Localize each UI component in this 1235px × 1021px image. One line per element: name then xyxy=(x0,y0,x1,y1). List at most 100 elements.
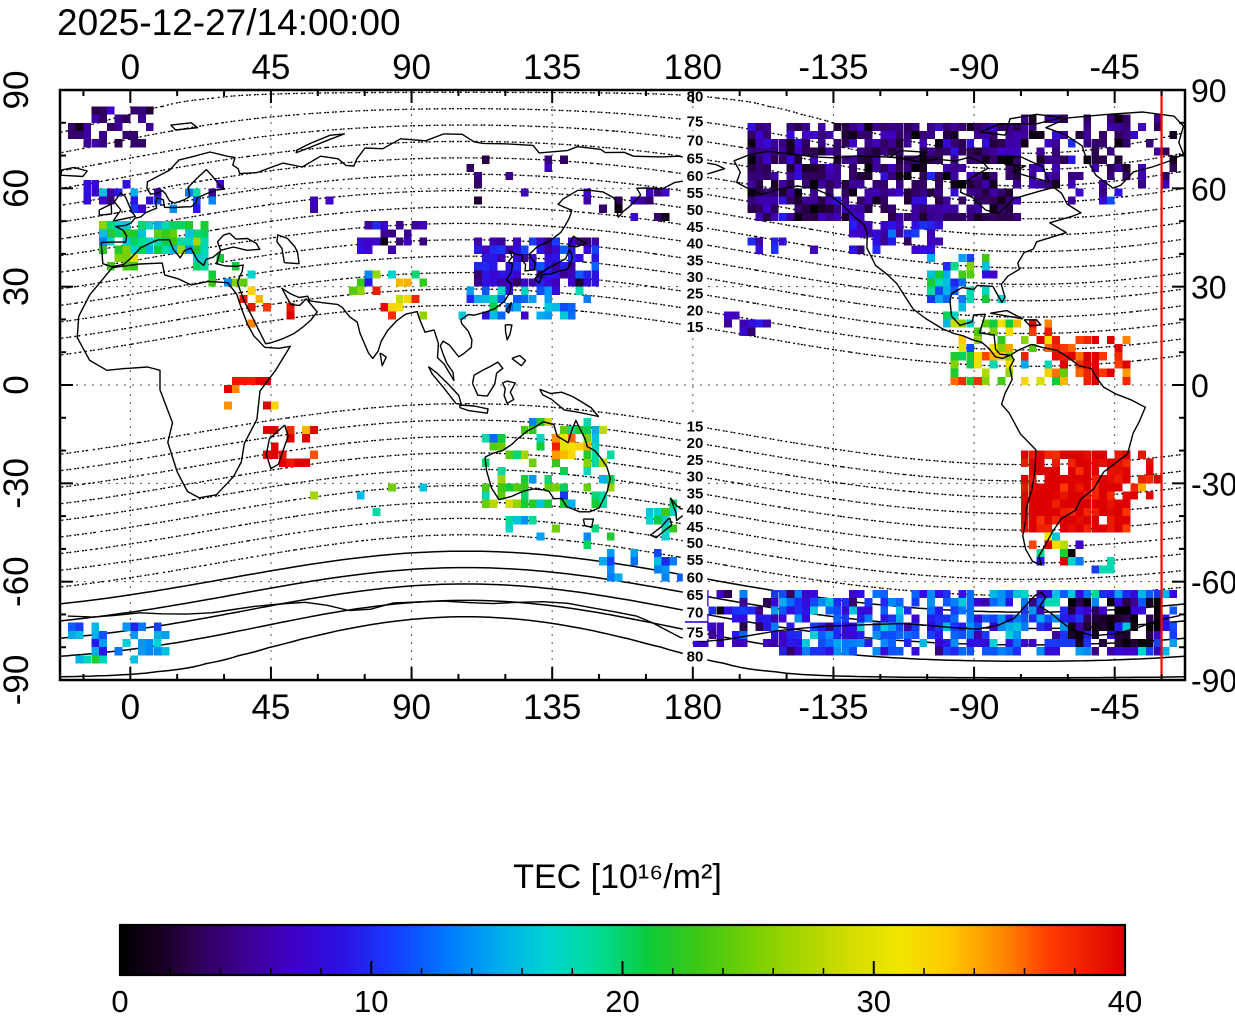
tec-cell xyxy=(513,270,521,279)
tec-cell xyxy=(864,614,873,623)
tec-cell xyxy=(239,278,248,287)
tec-cell xyxy=(974,171,982,181)
tec-cell xyxy=(880,630,889,639)
tec-cell xyxy=(778,630,787,639)
tec-cell xyxy=(919,204,928,213)
tec-cell xyxy=(1052,466,1061,476)
tec-cell xyxy=(786,122,795,131)
tec-cell xyxy=(731,614,740,623)
tec-cell xyxy=(1044,360,1053,369)
tec-cell xyxy=(630,196,639,205)
tec-cell xyxy=(395,237,404,246)
tec-cell xyxy=(1075,368,1084,377)
tec-cluster-himalaya-hot xyxy=(380,294,428,320)
tec-cell xyxy=(950,262,959,271)
tec-cell xyxy=(911,131,920,140)
tec-cell xyxy=(591,262,600,271)
tec-cell xyxy=(981,155,990,164)
tec-cluster-so-pacific-cyan xyxy=(599,548,701,582)
contour-line-25n xyxy=(60,271,1185,335)
colorbar-border xyxy=(118,923,1127,977)
tec-cell xyxy=(966,614,975,623)
tec-cell xyxy=(372,237,381,246)
tec-cluster-australia-green xyxy=(481,417,615,508)
tec-cell xyxy=(1106,491,1115,500)
tec-cell xyxy=(895,598,904,607)
tec-cell xyxy=(1044,614,1053,623)
tec-cell xyxy=(856,221,865,230)
tec-cell xyxy=(567,450,576,459)
tec-cell xyxy=(130,655,139,664)
tec-cell xyxy=(575,442,584,451)
tec-cell xyxy=(591,426,600,435)
tec-cell xyxy=(966,204,975,213)
tec-cell xyxy=(981,131,990,140)
tec-cell xyxy=(536,442,545,451)
tec-cell xyxy=(770,630,779,639)
tec-cell xyxy=(849,155,857,164)
tec-cell xyxy=(1099,483,1107,492)
tec-cell xyxy=(989,147,998,156)
tec-cell xyxy=(560,303,568,312)
tec-cell xyxy=(1075,598,1084,607)
tec-cell xyxy=(1114,163,1123,172)
tec-cell xyxy=(864,221,873,230)
contour-label: 75 xyxy=(687,624,704,641)
coastline-cuba xyxy=(990,309,1024,320)
tec-cell xyxy=(270,401,279,410)
tec-cell xyxy=(1005,622,1014,631)
tec-cell xyxy=(942,286,951,295)
tec-cell xyxy=(974,360,982,369)
tec-cell xyxy=(489,270,498,279)
tec-cell xyxy=(958,344,967,353)
tec-cell xyxy=(1099,458,1107,467)
tec-cell xyxy=(653,188,662,197)
tec-cell xyxy=(567,499,576,508)
lat-tick-label-left: -90 xyxy=(0,655,36,706)
tec-cell xyxy=(880,598,889,607)
tec-cell xyxy=(833,639,842,648)
tec-cell xyxy=(1067,516,1076,525)
tec-cell xyxy=(591,270,600,279)
tec-cell xyxy=(1067,344,1076,353)
tec-cell xyxy=(1052,647,1061,656)
tec-cell xyxy=(1052,630,1061,639)
contour-labels: 1515202025253030353540404545505055556060… xyxy=(682,90,708,666)
tec-cell xyxy=(966,630,975,639)
tec-cell xyxy=(810,245,818,254)
tec-cell xyxy=(763,131,771,140)
tec-cell xyxy=(364,221,373,230)
tec-cell xyxy=(560,262,568,271)
tec-cell xyxy=(130,188,139,197)
tec-cell xyxy=(1091,466,1100,476)
tec-cell xyxy=(1005,327,1014,336)
colorbar-tick-label: 40 xyxy=(1108,984,1142,1019)
tec-cell xyxy=(520,483,529,492)
tec-cell xyxy=(935,606,943,615)
tec-cell xyxy=(1106,147,1115,156)
tec-cell xyxy=(1013,196,1021,205)
lat-tick-label-left: 60 xyxy=(0,169,36,208)
tec-cell xyxy=(849,171,857,181)
tec-cell xyxy=(1091,524,1100,533)
tec-cell xyxy=(864,122,873,131)
tec-cell xyxy=(935,639,943,648)
tec-cell xyxy=(755,147,764,156)
tec-cell xyxy=(1036,516,1045,525)
tec-cell xyxy=(950,131,959,140)
tec-cell xyxy=(1153,614,1162,623)
tec-cell xyxy=(888,171,896,181)
tec-cell xyxy=(1106,589,1115,599)
tec-cell xyxy=(1044,507,1053,517)
tec-cell xyxy=(669,524,678,533)
tec-cell xyxy=(810,196,818,205)
tec-cell xyxy=(778,237,787,246)
tec-cell xyxy=(935,614,943,623)
tec-cluster-australia-south xyxy=(505,516,615,549)
tec-cell xyxy=(1005,589,1014,599)
tec-cell xyxy=(849,188,857,197)
tec-cell xyxy=(1020,475,1029,484)
tec-cell xyxy=(1122,524,1131,533)
tec-cell xyxy=(1114,139,1123,148)
tec-cell xyxy=(1044,598,1053,607)
